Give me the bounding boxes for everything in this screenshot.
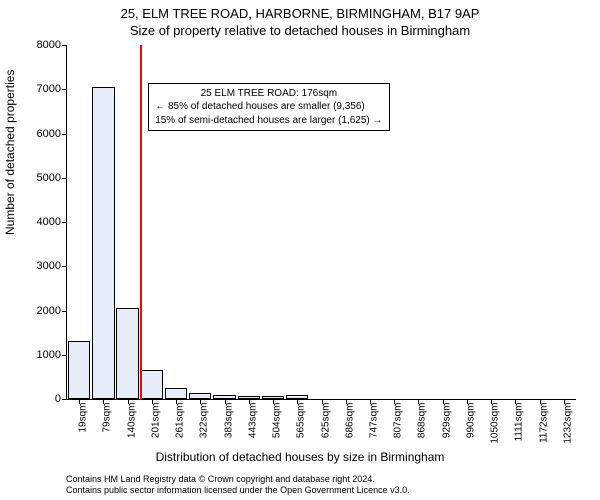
x-tick-label: 868sqm — [417, 403, 428, 439]
chart-title-line2: Size of property relative to detached ho… — [0, 23, 600, 38]
y-tick — [62, 266, 67, 267]
x-tick-label: 383sqm — [223, 403, 234, 439]
reference-line — [140, 45, 142, 399]
y-tick-label: 2000 — [23, 305, 61, 317]
y-tick-label: 0 — [23, 393, 61, 405]
x-tick-label: 261sqm — [175, 403, 186, 439]
x-tick-label: 929sqm — [441, 403, 452, 439]
attribution-text: Contains HM Land Registry data © Crown c… — [66, 474, 576, 497]
x-tick-label: 686sqm — [344, 403, 355, 439]
x-tick-label: 140sqm — [126, 403, 137, 439]
x-tick-label: 322sqm — [199, 403, 210, 439]
y-tick — [62, 178, 67, 179]
histogram-bar — [116, 308, 138, 399]
annotation-line: 15% of semi-detached houses are larger (… — [155, 114, 382, 128]
y-tick — [62, 399, 67, 400]
histogram-bar — [165, 388, 187, 400]
x-tick-label: 1050sqm — [490, 403, 501, 444]
y-tick-label: 3000 — [23, 260, 61, 272]
attribution-line2: Contains public sector information licen… — [66, 485, 576, 496]
x-tick-label: 19sqm — [78, 403, 89, 433]
histogram-bar — [141, 370, 163, 399]
x-tick-label: 1232sqm — [562, 403, 573, 444]
annotation-line: 25 ELM TREE ROAD: 176sqm — [155, 87, 382, 101]
y-tick — [62, 222, 67, 223]
y-tick-label: 5000 — [23, 172, 61, 184]
x-tick-label: 443sqm — [247, 403, 258, 439]
x-tick-label: 504sqm — [272, 403, 283, 439]
y-tick-label: 4000 — [23, 216, 61, 228]
x-tick-label: 625sqm — [320, 403, 331, 439]
x-axis-label: Distribution of detached houses by size … — [0, 450, 600, 464]
x-tick-label: 565sqm — [296, 403, 307, 439]
y-tick — [62, 311, 67, 312]
y-tick — [62, 89, 67, 90]
histogram-bar — [68, 341, 90, 399]
y-tick-label: 6000 — [23, 128, 61, 140]
y-tick — [62, 355, 67, 356]
plot-area: 01000200030004000500060007000800019sqm79… — [66, 45, 576, 400]
y-axis-label: Number of detached properties — [3, 70, 17, 235]
chart-container: 25, ELM TREE ROAD, HARBORNE, BIRMINGHAM,… — [0, 0, 600, 500]
y-tick-label: 7000 — [23, 83, 61, 95]
y-tick — [62, 45, 67, 46]
annotation-box: 25 ELM TREE ROAD: 176sqm← 85% of detache… — [148, 83, 389, 132]
annotation-line: ← 85% of detached houses are smaller (9,… — [155, 100, 382, 114]
y-tick-label: 1000 — [23, 349, 61, 361]
x-tick-label: 1111sqm — [514, 403, 525, 442]
attribution-line1: Contains HM Land Registry data © Crown c… — [66, 474, 576, 485]
y-tick-label: 8000 — [23, 39, 61, 51]
x-tick-label: 79sqm — [102, 403, 113, 433]
x-tick-label: 807sqm — [393, 403, 404, 439]
x-tick-label: 990sqm — [465, 403, 476, 439]
histogram-bar — [92, 87, 114, 399]
x-tick-label: 747sqm — [368, 403, 379, 439]
x-tick-label: 201sqm — [150, 403, 161, 439]
x-tick-label: 1172sqm — [538, 403, 549, 443]
y-tick — [62, 134, 67, 135]
chart-title-line1: 25, ELM TREE ROAD, HARBORNE, BIRMINGHAM,… — [0, 6, 600, 21]
